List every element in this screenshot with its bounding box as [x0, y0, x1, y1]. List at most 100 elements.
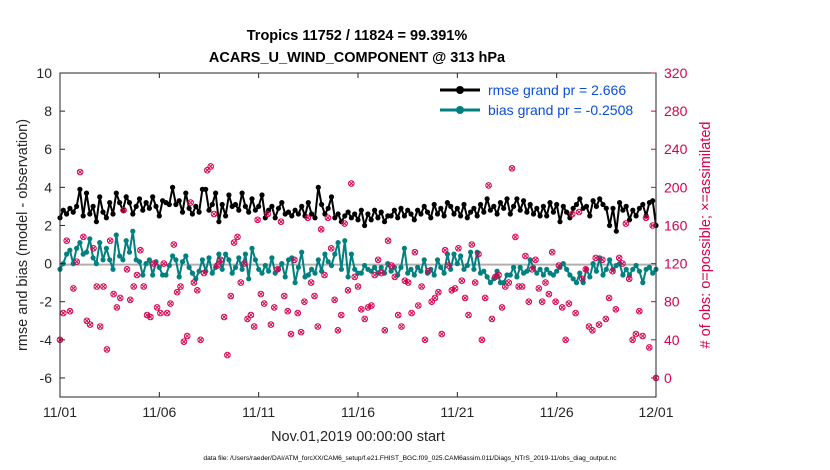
obs-assimilated-point: [157, 310, 163, 316]
obs-assimilated-point: [255, 217, 261, 223]
bias-point: [636, 268, 643, 274]
rmse-point: [451, 211, 457, 217]
bias-point: [179, 259, 186, 265]
rmse-point: [358, 207, 364, 213]
bias-point: [209, 270, 215, 276]
obs-assimilated-point: [432, 295, 438, 301]
obs-possible-point: [133, 271, 141, 279]
rmse-point: [130, 211, 136, 217]
obs-assimilated-point: [144, 312, 150, 318]
obs-assimilated-point: [593, 255, 599, 261]
rmse-point: [550, 209, 557, 215]
obs-possible-point: [167, 300, 174, 307]
bias-point: [113, 232, 119, 238]
bias-point: [146, 257, 152, 263]
rmse-point: [170, 184, 176, 190]
bias-point: [358, 270, 364, 276]
rmse-point: [650, 198, 656, 204]
rmse-point: [617, 200, 623, 206]
bias-point: [239, 266, 245, 272]
obs-possible-point: [562, 336, 569, 344]
bias-point: [630, 266, 636, 272]
rmse-point: [405, 207, 411, 213]
y-right-ticks: 0 40 80 120 160 200 240 280 320: [651, 65, 688, 386]
obs-assimilated-point: [248, 312, 254, 318]
obs-assimilated-point: [342, 221, 348, 227]
obs-possible-point: [592, 254, 600, 262]
rmse-point: [497, 200, 503, 206]
rmse-point: [501, 205, 507, 211]
obs-possible-point: [512, 233, 519, 241]
obs-possible-point: [200, 269, 208, 277]
rmse-point: [74, 203, 80, 209]
obs-assimilated-point: [442, 247, 448, 253]
obs-possible-point: [632, 330, 640, 338]
obs-assimilated-point: [208, 163, 214, 169]
bias-point: [223, 251, 229, 257]
obs-assimilated-point: [449, 287, 455, 293]
rmse-point: [415, 207, 421, 213]
bias-point: [352, 266, 358, 272]
rmse-point: [193, 203, 199, 209]
obs-assimilated-point: [452, 285, 458, 291]
rmse-point: [636, 205, 643, 211]
rmse-point: [100, 209, 106, 215]
obs-assimilated-point: [275, 266, 281, 272]
obs-assimilated-point: [378, 270, 384, 276]
rmse-point: [183, 190, 189, 196]
bias-point: [464, 262, 470, 269]
obs-assimilated-point: [633, 331, 639, 337]
bias-point: [189, 270, 195, 276]
rmse-point: [593, 203, 600, 209]
rmse-point: [633, 213, 639, 219]
rmse-point: [438, 205, 444, 211]
obs-possible-point: [555, 262, 563, 269]
bias-point: [126, 249, 133, 255]
obs-assimilated-point: [529, 266, 535, 272]
obs-possible-point: [183, 332, 191, 340]
obs-possible-point: [481, 294, 489, 302]
rmse-point: [309, 211, 315, 217]
obs-assimilated-point: [147, 314, 153, 320]
obs-assimilated-point: [519, 283, 525, 290]
obs-assimilated-point: [599, 257, 605, 263]
bias-point: [183, 253, 189, 259]
title: Tropics 11752 / 11824 = 99.391% ACARS_U_…: [209, 28, 506, 66]
obs-assimilated-point: [151, 261, 157, 267]
obs-assimilated-point: [268, 322, 274, 328]
rmse-point: [610, 205, 616, 211]
obs-assimilated-point: [616, 255, 622, 261]
bias-point: [600, 272, 606, 278]
obs-possible-point: [281, 292, 288, 300]
rmse-point: [527, 201, 533, 208]
bias-point: [646, 264, 653, 270]
obs-assimilated-point: [609, 268, 616, 274]
rmse-point: [107, 200, 113, 206]
obs-possible-point: [284, 307, 292, 315]
rmse-point: [335, 211, 341, 217]
bias-point: [219, 266, 225, 272]
obs-assimilated-point: [251, 323, 257, 330]
rmse-point: [252, 207, 258, 213]
obs-possible-point: [451, 285, 459, 292]
rmse-point: [90, 203, 96, 209]
obs-assimilated-point: [77, 169, 83, 175]
obs-possible-point: [609, 267, 616, 275]
rmse-point: [620, 207, 626, 213]
y-left-tick-label: -4: [40, 332, 53, 348]
bias-point: [593, 268, 600, 274]
obs-assimilated-point: [398, 323, 405, 330]
bias-point: [507, 272, 513, 278]
obs-possible-point: [415, 302, 422, 309]
obs-assimilated-point: [117, 295, 123, 301]
obs-possible-point: [548, 248, 556, 256]
rmse-point: [603, 205, 609, 211]
rmse-point: [123, 194, 129, 200]
obs-possible-point: [150, 260, 158, 267]
obs-assimilated-point: [70, 285, 76, 291]
bias-point: [117, 253, 123, 259]
bias-point: [206, 255, 212, 261]
bias-point: [514, 274, 520, 280]
obs-assimilated-point: [107, 238, 113, 244]
legend: rmse grand pr = 2.666 bias grand pr = -0…: [440, 82, 633, 118]
